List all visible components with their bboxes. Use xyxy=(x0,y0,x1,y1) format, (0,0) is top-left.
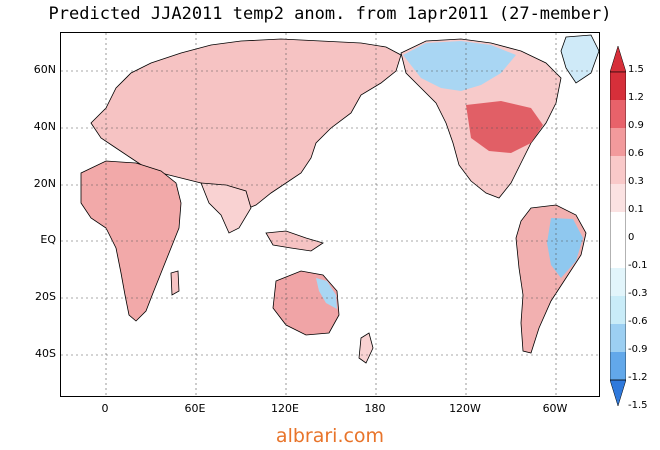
anomaly-map xyxy=(61,33,599,396)
map-panel[interactable] xyxy=(60,32,600,397)
colorbar-label-0.1: 0.1 xyxy=(628,204,644,215)
colorbar-band-0 xyxy=(610,240,626,268)
land-greenland xyxy=(560,34,599,84)
lon-label-120e: 120E xyxy=(271,402,299,415)
colorbar-label-0.9: 0.9 xyxy=(628,120,644,131)
colorbar xyxy=(610,46,626,407)
colorbar-label-n1.2: -1.2 xyxy=(628,372,648,383)
colorbar-band-n0.9 xyxy=(610,352,626,380)
colorbar-label-0: 0 xyxy=(628,232,635,243)
colorbar-band-n0.3 xyxy=(610,296,626,324)
lat-label-60n: 60N xyxy=(33,63,56,76)
colorbar-label-n0.9: -0.9 xyxy=(628,344,648,355)
colorbar-label-n1.5: -1.5 xyxy=(628,400,648,411)
land-indonesia xyxy=(265,230,324,252)
lon-label-180: 180 xyxy=(364,402,386,415)
anomaly-hot-usa xyxy=(466,101,543,153)
land-india xyxy=(200,182,252,234)
colorbar-label-n0.3: -0.3 xyxy=(628,288,648,299)
lat-label-20s: 20S xyxy=(35,290,56,303)
lon-label-120w: 120W xyxy=(449,402,481,415)
anomaly-cool-north-america xyxy=(403,41,516,91)
colorbar-band-0.3 xyxy=(610,184,626,212)
lat-label-40n: 40N xyxy=(33,120,56,133)
colorbar-label-n0.6: -0.6 xyxy=(628,316,648,327)
colorbar-band-0.6 xyxy=(610,156,626,184)
lat-label-eq: EQ xyxy=(40,233,56,246)
colorbar-label-0.3: 0.3 xyxy=(628,176,644,187)
land-new-zealand xyxy=(358,332,374,364)
lat-label-20n: 20N xyxy=(33,177,56,190)
colorbar-top-arrow xyxy=(610,46,626,73)
map-title: Predicted JJA2011 temp2 anom. from 1apr2… xyxy=(48,4,612,24)
colorbar-band-0.9 xyxy=(610,128,626,156)
colorbar-label-1.2: 1.2 xyxy=(628,92,644,103)
colorbar-bottom-arrow xyxy=(610,379,626,407)
colorbar-label-1.5: 1.5 xyxy=(628,64,644,75)
lon-label-60w: 60W xyxy=(542,402,568,415)
lat-label-40s: 40S xyxy=(35,347,56,360)
land-madagascar xyxy=(170,270,180,296)
lon-label-0: 0 xyxy=(101,402,109,415)
colorbar-band-n0.1 xyxy=(610,268,626,296)
colorbar-label-n0.1: -0.1 xyxy=(628,260,648,271)
lon-label-60e: 60E xyxy=(184,402,206,415)
watermark-text: albrari.com xyxy=(275,425,385,447)
colorbar-label-0.6: 0.6 xyxy=(628,148,644,159)
colorbar-band-1.5 xyxy=(610,72,626,100)
anomaly-cool-australia xyxy=(316,278,337,309)
colorbar-band-0.1 xyxy=(610,212,626,240)
colorbar-band-n0.6 xyxy=(610,324,626,352)
graticule xyxy=(61,33,599,396)
colorbar-band-1.2 xyxy=(610,100,626,128)
